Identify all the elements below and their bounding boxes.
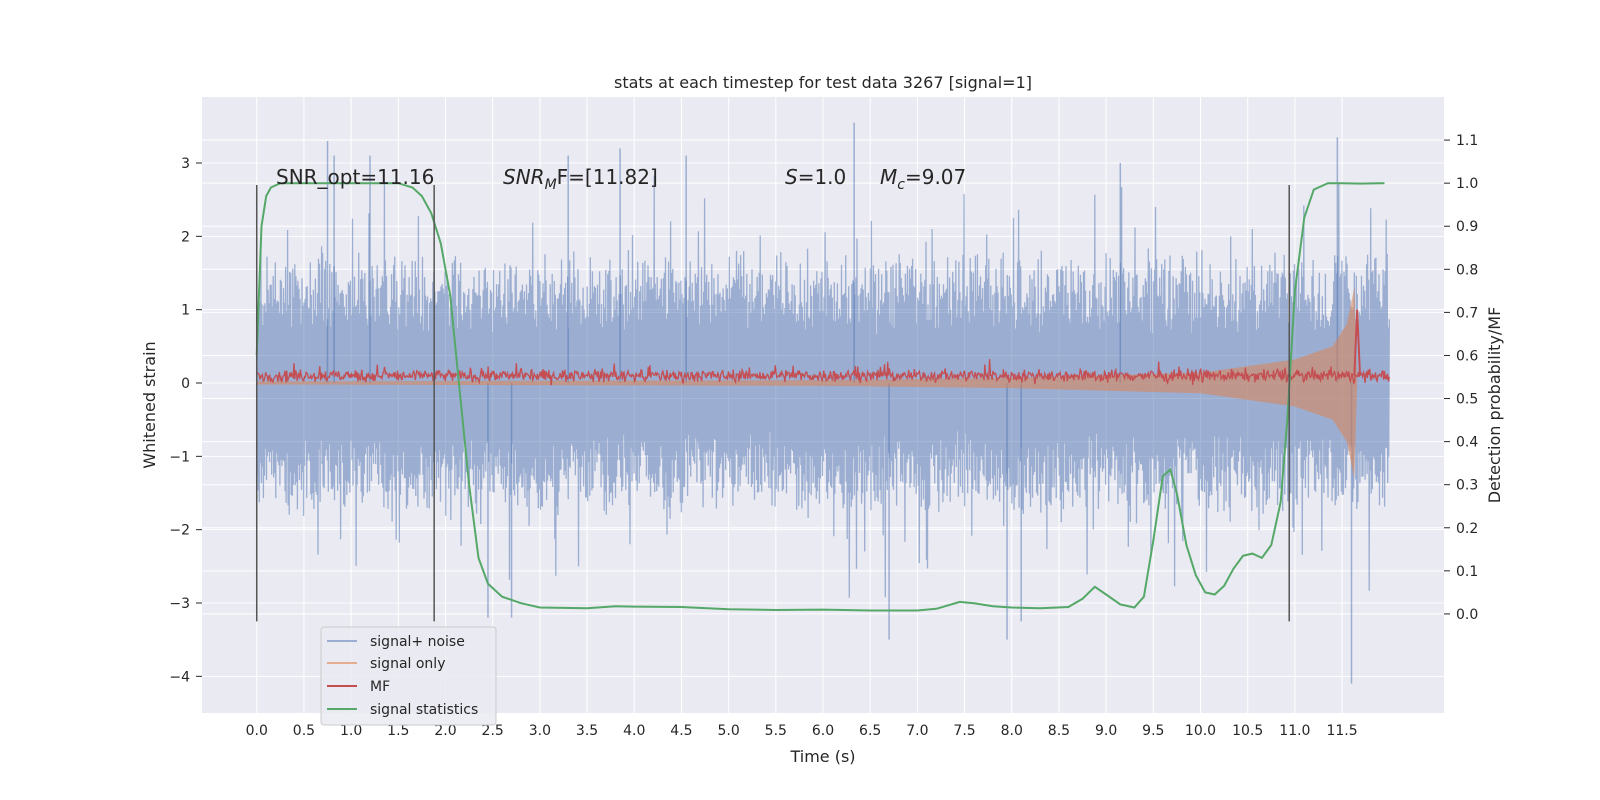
- annotation-snr-mf-label: SNR: [503, 165, 545, 189]
- y2-tick-label: 0.1: [1456, 564, 1478, 580]
- x-tick-label: 5.0: [717, 723, 739, 739]
- y-tick-label: −4: [169, 669, 190, 685]
- annotations: SNR_opt=11.16 SNRMF=[11.82] S=1.0 Mc=9.0…: [276, 165, 966, 193]
- x-tick-label: 2.0: [434, 723, 456, 739]
- legend-box: [320, 626, 497, 726]
- y2-tick-label: 1.1: [1456, 133, 1478, 149]
- x-tick-label: 11.0: [1279, 723, 1310, 739]
- y2-tick-label: 0.5: [1456, 392, 1478, 408]
- x-tick-label: 8.0: [1001, 723, 1023, 739]
- x-tick-label: 4.0: [623, 723, 645, 739]
- x-tick-label: 9.0: [1095, 723, 1117, 739]
- x-tick-label: 1.0: [340, 723, 362, 739]
- y2-tick-label: 1.0: [1456, 176, 1478, 192]
- y2-tick-label: 0.4: [1456, 435, 1478, 451]
- y2-tick-label: 0.7: [1456, 305, 1478, 321]
- y2-tick-label: 0.0: [1456, 607, 1478, 623]
- data-layer: [255, 122, 1390, 684]
- annotation-mc-rest: =9.07: [905, 165, 966, 189]
- mf-peak: [1353, 309, 1361, 376]
- annotation-snr-mf-rest: F=[11.82]: [557, 165, 658, 189]
- legend-label-signal-statistics: signal statistics: [370, 702, 478, 718]
- y-tick-label: 2: [181, 229, 190, 245]
- y2-tick-label: 0.8: [1456, 262, 1478, 278]
- x-tick-label: 7.0: [906, 723, 928, 739]
- y2-tick-label: 0.2: [1456, 521, 1478, 537]
- mf-line: [256, 359, 1390, 386]
- x-tick-label: 1.5: [387, 723, 409, 739]
- legend-label-mf: MF: [370, 679, 390, 695]
- x-tick-label: 6.5: [859, 723, 881, 739]
- annotation-mc-sub: c: [897, 177, 905, 193]
- x-tick-label: 0.5: [293, 723, 315, 739]
- x-tick-label: 0.0: [246, 723, 268, 739]
- x-tick-label: 8.5: [1048, 723, 1070, 739]
- x-tick-label: 6.0: [812, 723, 834, 739]
- annotation-mc: Mc=9.07: [880, 165, 966, 193]
- x-tick-label: 2.5: [482, 723, 504, 739]
- y2-tick-label: 0.3: [1456, 478, 1478, 494]
- annotation-s: S=1.0: [785, 165, 846, 189]
- y2-tick-label: 0.9: [1456, 219, 1478, 235]
- chart-title: stats at each timestep for test data 326…: [614, 73, 1032, 92]
- x-tick-label: 9.5: [1142, 723, 1164, 739]
- signal-noise-line: [256, 175, 1390, 598]
- x-axis-label: Time (s): [789, 747, 855, 766]
- annotation-snr-mf-sub: M: [545, 177, 557, 193]
- x-tick-label: 10.5: [1232, 723, 1263, 739]
- signal-only-envelope: [256, 287, 1358, 479]
- annotation-snr-mf: SNRMF=[11.82]: [503, 165, 658, 193]
- annotation-snr-opt: SNR_opt=11.16: [276, 165, 434, 189]
- y-tick-label: −1: [169, 449, 190, 465]
- x-tick-label: 3.0: [529, 723, 551, 739]
- signal-statistics-line: [255, 182, 1385, 612]
- annotation-mc-label: M: [880, 165, 897, 189]
- y-tick-label: 3: [181, 156, 190, 172]
- x-tick-label: 11.5: [1326, 723, 1357, 739]
- x-tick-label: 4.5: [670, 723, 692, 739]
- x-tick-label: 3.5: [576, 723, 598, 739]
- legend-label-signal-only: signal only: [370, 656, 445, 672]
- vertical-marker-lines: [255, 185, 1290, 622]
- y2-axis-label: Detection probability/MF: [1485, 307, 1504, 504]
- annotation-s-rest: =1.0: [798, 165, 847, 189]
- y-axis-label: Whitened strain: [140, 341, 159, 468]
- legend: signal+ noise signal only MF signal stat…: [320, 626, 497, 726]
- x-tick-label: 7.5: [953, 723, 975, 739]
- annotation-s-label: S: [785, 165, 798, 189]
- y-tick-label: −3: [169, 596, 190, 612]
- tick-labels: 0.0 0.5 1.0 1.5 2.0 2.5 3.0 3.5 4.0 4.5 5.0 5.5 6.0 6…: [169, 133, 1478, 739]
- x-tick-label: 10.0: [1185, 723, 1216, 739]
- legend-label-signal-noise: signal+ noise: [370, 634, 465, 650]
- y-tick-label: 1: [181, 303, 190, 319]
- y2-tick-label: 0.6: [1456, 348, 1478, 364]
- x-tick-label: 5.5: [765, 723, 787, 739]
- y-tick-label: −2: [169, 523, 190, 539]
- y-tick-label: 0: [181, 376, 190, 392]
